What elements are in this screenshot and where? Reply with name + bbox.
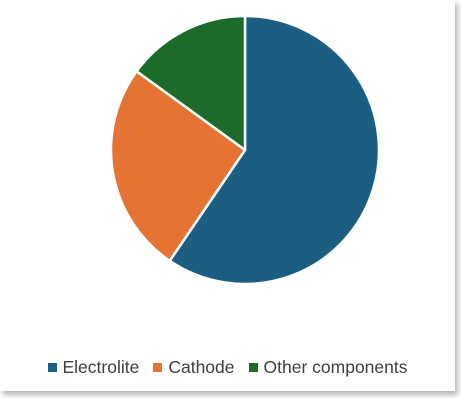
legend-swatch-cathode — [153, 362, 163, 372]
legend-swatch-electrolite — [47, 362, 57, 372]
pie-slice-electrolite — [168, 14, 381, 286]
pie-slice-cathode — [109, 69, 247, 263]
legend-item-cathode: Cathode — [153, 356, 235, 378]
legend-label-other-components: Other components — [263, 356, 408, 377]
legend: Electrolite Cathode Other components — [0, 353, 455, 381]
legend-swatch-other-components — [248, 362, 258, 372]
legend-item-electrolite: Electrolite — [47, 356, 140, 378]
legend-label-electrolite: Electrolite — [62, 356, 140, 377]
pie-chart — [109, 14, 381, 286]
pie-slice-other-components — [135, 14, 247, 152]
legend-label-cathode: Cathode — [168, 356, 235, 377]
legend-item-other-components: Other components — [248, 356, 408, 378]
chart-frame: Electrolite Cathode Other components — [0, 14, 455, 381]
